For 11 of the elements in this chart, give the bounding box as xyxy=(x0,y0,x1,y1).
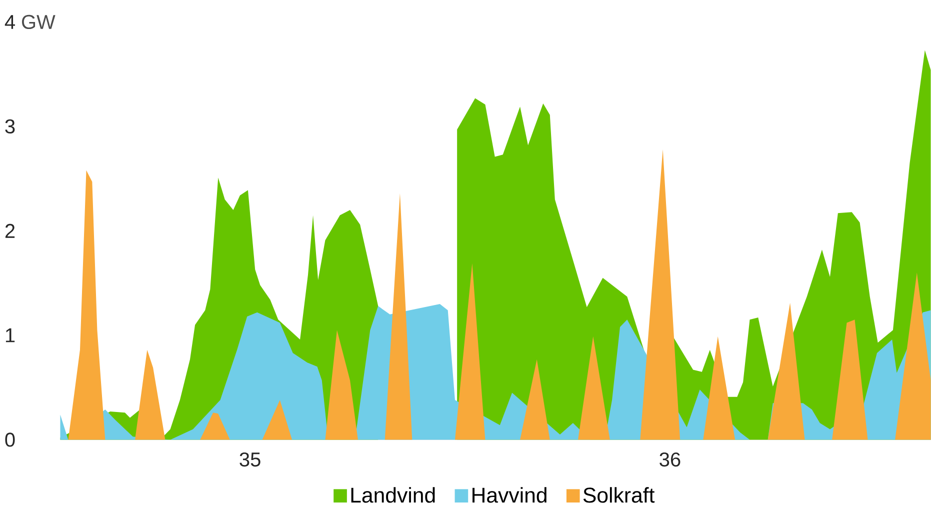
legend-label: Havvind xyxy=(472,487,546,503)
y-tick-label: 3 xyxy=(5,120,15,134)
y-tick-label: 1 xyxy=(6,328,15,342)
legend-label: Solkraft xyxy=(583,487,655,503)
x-tick-label: 36 xyxy=(660,452,680,467)
legend-label: Landvind xyxy=(351,487,435,503)
y-tick-label: 0 xyxy=(5,432,15,447)
y-axis-title: GW xyxy=(22,15,56,30)
y-tick-label: 4 xyxy=(4,15,15,30)
y-tick-label: 2 xyxy=(5,224,15,238)
x-tick-label: 35 xyxy=(240,452,260,467)
